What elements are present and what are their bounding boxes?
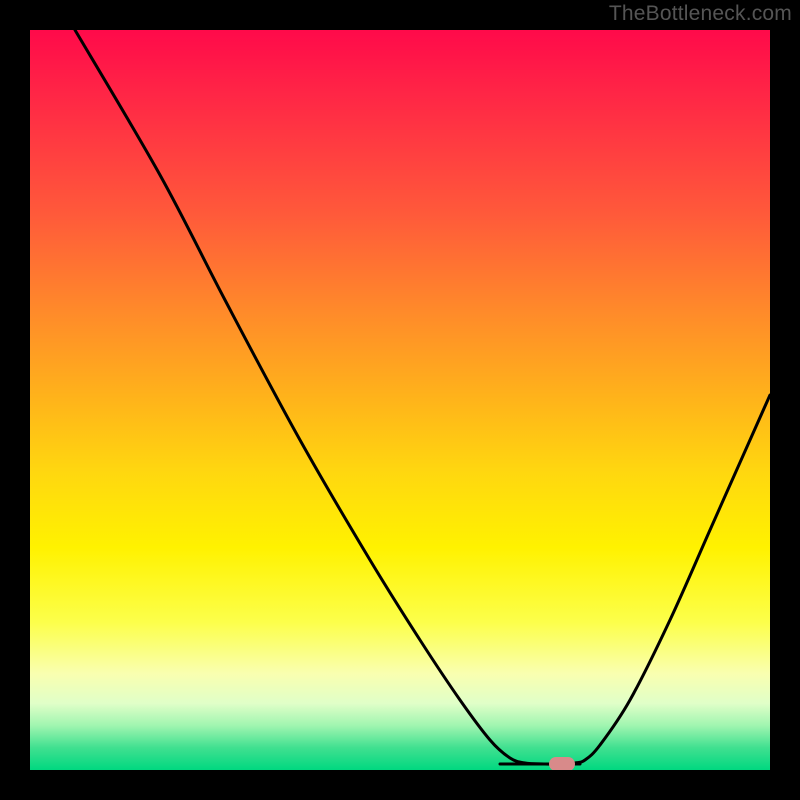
chart-container: TheBottleneck.com [0, 0, 800, 800]
bottleneck-curve-chart [0, 0, 800, 800]
optimal-point-marker [549, 757, 575, 771]
